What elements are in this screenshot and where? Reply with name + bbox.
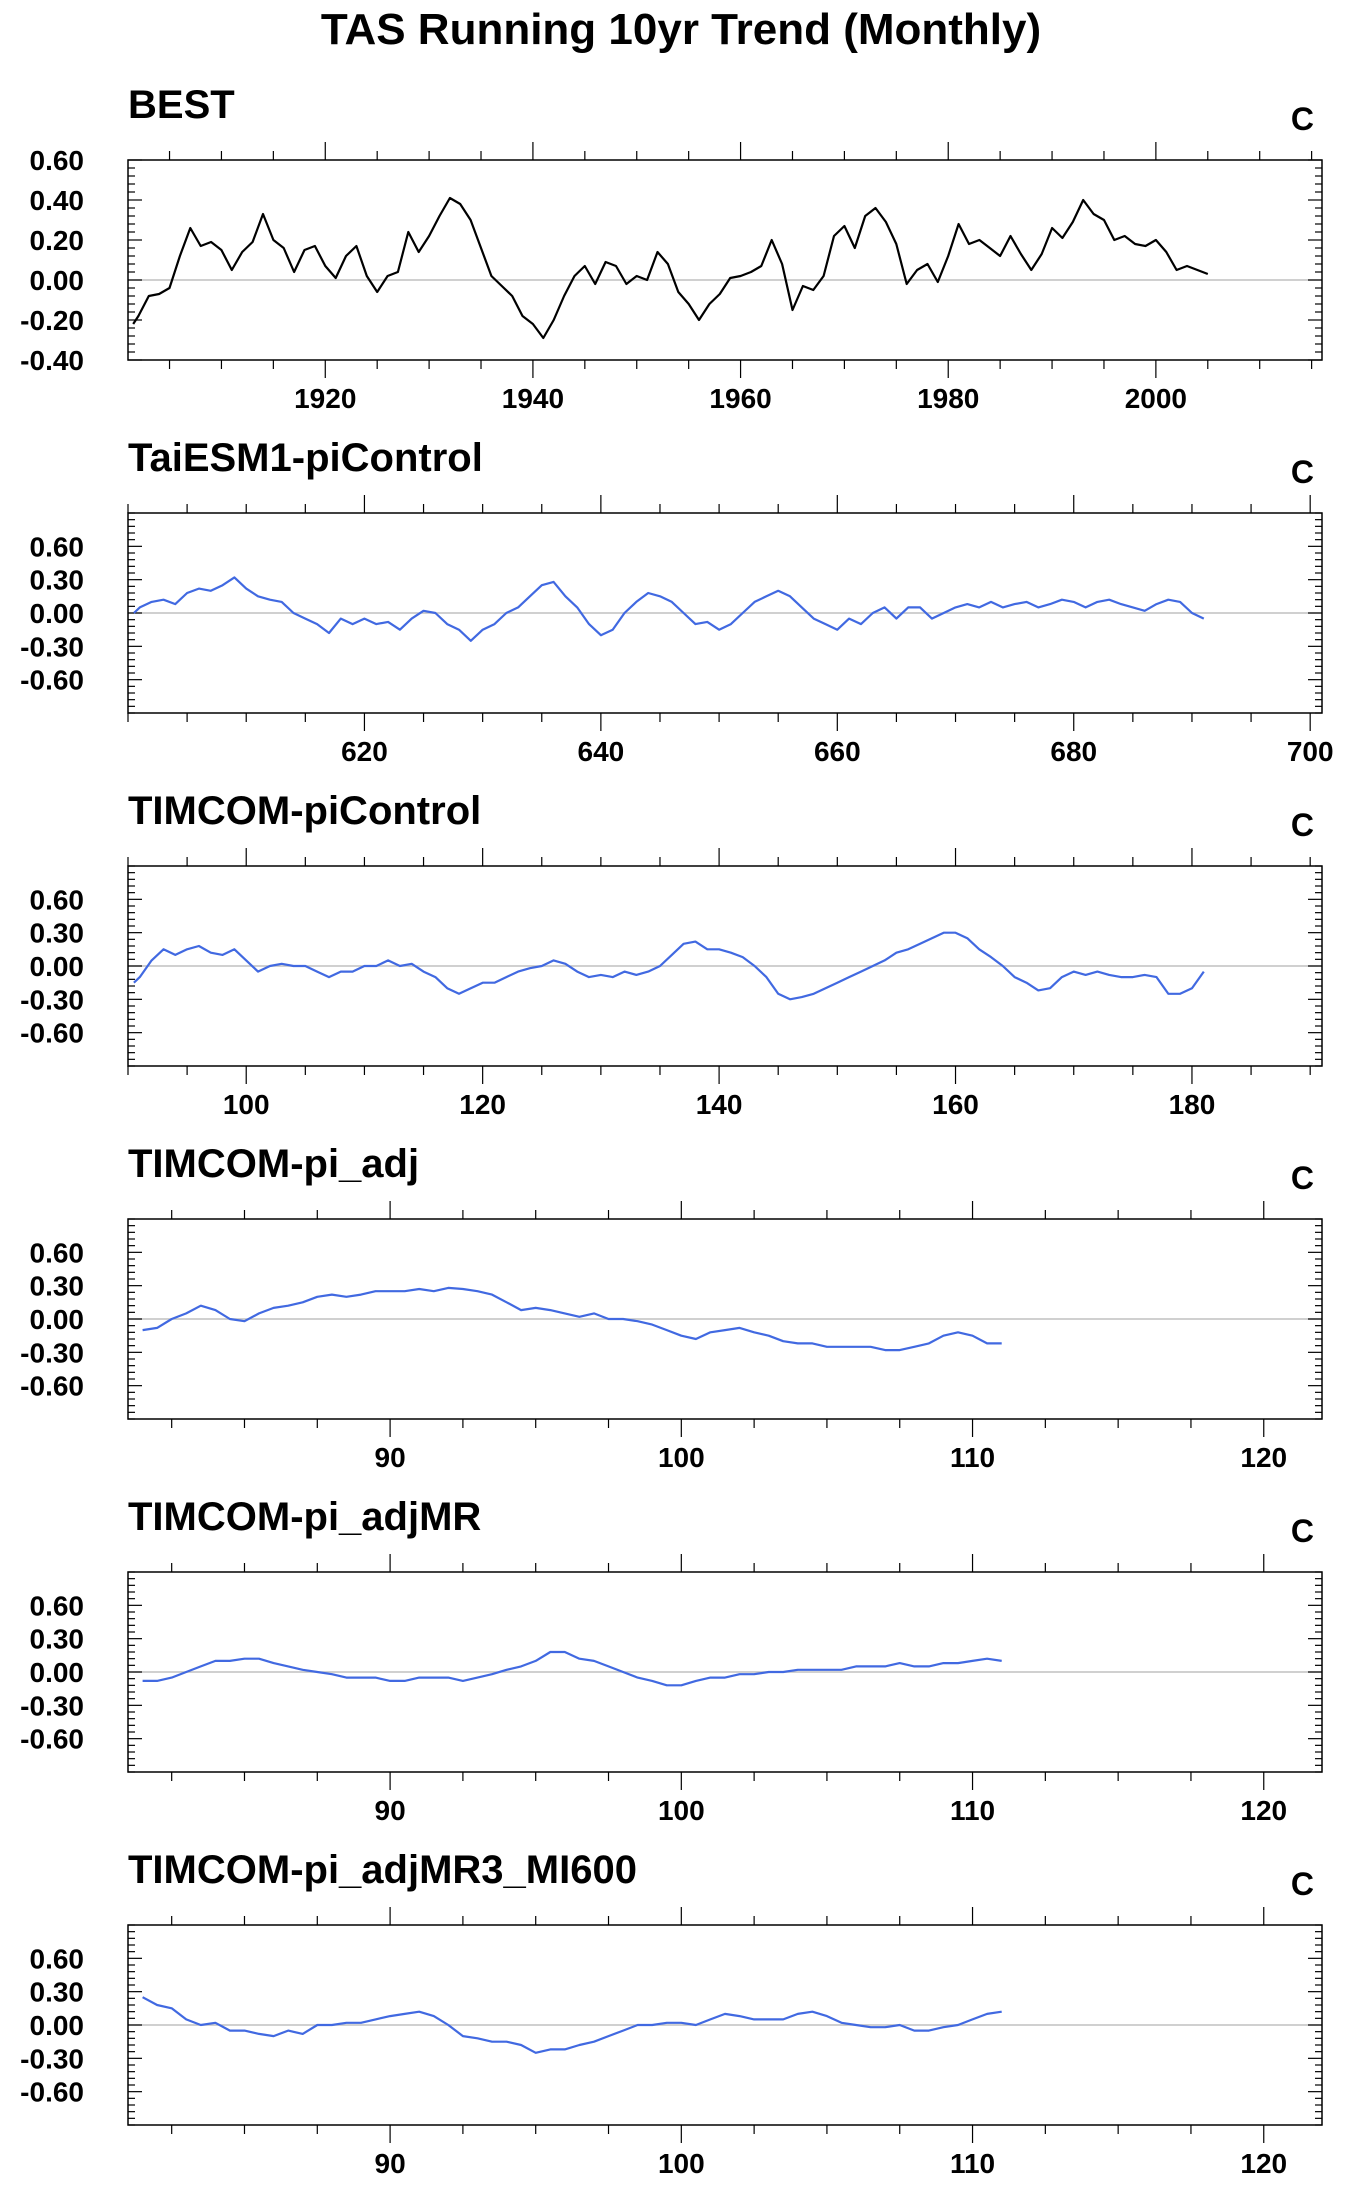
chart-panel: TIMCOM-pi_adj C -0.60-0.300.000.300.60 90 10…: [20, 1142, 1323, 1473]
series-line: [133, 576, 1205, 642]
y-tick-label: 0.00: [30, 265, 85, 296]
x-tick-label: 120: [1240, 1442, 1287, 1473]
y-tick-label: -0.30: [20, 984, 84, 1015]
y-tick-label: -0.20: [20, 305, 84, 336]
panel-title: TIMCOM-pi_adjMR: [128, 1495, 481, 1539]
y-tick-label: 0.00: [30, 2010, 85, 2041]
plot-frame: [127, 1924, 1323, 2126]
y-tick-label: 0.60: [30, 1237, 85, 1268]
plot-frame: [127, 159, 1323, 361]
x-tick-label: 120: [1240, 1795, 1287, 1826]
series-line: [142, 1286, 1002, 1352]
y-tick-label: -0.60: [20, 665, 84, 696]
plot-frame: [127, 865, 1323, 1067]
y-tick-label: 0.60: [30, 884, 85, 915]
y-tick-label: 0.30: [30, 565, 85, 596]
y-tick-label: -0.30: [20, 1690, 84, 1721]
series-line: [132, 196, 1209, 340]
x-tick-label: 100: [658, 1795, 705, 1826]
x-tick-label: 1960: [709, 383, 771, 414]
x-tick-label: 700: [1287, 736, 1334, 767]
panel-title: BEST: [128, 83, 235, 127]
figure-title: TAS Running 10yr Trend (Monthly): [320, 5, 1042, 54]
panel-title: TaiESM1-piControl: [128, 436, 483, 480]
y-tick-label: 0.00: [30, 1304, 85, 1335]
panel-unit: C: [1291, 1160, 1314, 1196]
panel-title: TIMCOM-pi_adj: [128, 1142, 419, 1186]
x-tick-label: 140: [696, 1089, 743, 1120]
plot-frame: [127, 1571, 1323, 1773]
panel-unit: C: [1291, 1513, 1314, 1549]
x-tick-label: 620: [341, 736, 388, 767]
y-tick-label: 0.60: [30, 145, 85, 176]
y-tick-label: 0.20: [30, 225, 85, 256]
chart-panel: BEST C -0.40 -0.20 0.00 0.20 0.40 0.60 1920 1940 1…: [20, 83, 1323, 414]
y-tick-label: -0.60: [20, 1018, 84, 1049]
y-tick-label: -0.60: [20, 1724, 84, 1755]
y-tick-label: -0.30: [20, 2043, 84, 2074]
y-tick-label: -0.60: [20, 1371, 84, 1402]
y-tick-label: 0.60: [30, 1943, 85, 1974]
x-tick-label: 120: [1240, 2148, 1287, 2179]
y-tick-label: 0.30: [30, 1271, 85, 1302]
x-tick-label: 120: [459, 1089, 506, 1120]
plot-frame: [127, 1218, 1323, 1420]
y-tick-label: -0.40: [20, 345, 84, 376]
x-tick-label: 110: [950, 1795, 995, 1826]
y-tick-label: -0.30: [20, 631, 84, 662]
x-tick-label: 100: [658, 2148, 705, 2179]
y-tick-label: 0.60: [30, 1590, 85, 1621]
chart-panel: TIMCOM-piControl C -0.60-0.300.000.300.60 1…: [20, 789, 1323, 1120]
x-tick-label: 1940: [502, 383, 564, 414]
x-tick-label: 100: [223, 1089, 270, 1120]
panel-unit: C: [1291, 101, 1314, 137]
y-tick-label: 0.00: [30, 951, 85, 982]
x-tick-label: 2000: [1125, 383, 1187, 414]
y-tick-label: 0.30: [30, 918, 85, 949]
x-tick-label: 90: [375, 1442, 406, 1473]
x-tick-label: 100: [658, 1442, 705, 1473]
x-tick-label: 180: [1169, 1089, 1216, 1120]
y-tick-label: -0.30: [20, 1337, 84, 1368]
chart-panel: TaiESM1-piControl C -0.60-0.300.000.300.60…: [20, 436, 1334, 767]
panel-unit: C: [1291, 454, 1314, 490]
x-tick-label: 110: [950, 1442, 995, 1473]
panel-title: TIMCOM-piControl: [128, 789, 481, 833]
panel-unit: C: [1291, 1866, 1314, 1902]
panel-title: TIMCOM-pi_adjMR3_MI600: [128, 1848, 637, 1892]
x-tick-label: 110: [950, 2148, 995, 2179]
chart-panel: TIMCOM-pi_adjMR3_MI600 C -0.60-0.300.000.3…: [20, 1848, 1323, 2179]
x-tick-label: 90: [375, 1795, 406, 1826]
plot-frame: [127, 512, 1323, 714]
y-tick-label: 0.30: [30, 1977, 85, 2008]
series-line: [142, 1996, 1002, 2054]
x-tick-label: 640: [578, 736, 625, 767]
panel-unit: C: [1291, 807, 1314, 843]
x-tick-label: 90: [375, 2148, 406, 2179]
y-tick-label: 0.00: [30, 598, 85, 629]
y-tick-label: 0.40: [30, 185, 85, 216]
y-tick-label: 0.60: [30, 531, 85, 562]
x-tick-label: 660: [814, 736, 861, 767]
chart-panel: TIMCOM-pi_adjMR C -0.60-0.300.000.300.60 90…: [20, 1495, 1323, 1826]
x-tick-label: 160: [932, 1089, 979, 1120]
series-line: [133, 931, 1205, 1001]
x-tick-label: 1980: [917, 383, 979, 414]
series-line: [142, 1650, 1002, 1687]
y-tick-label: 0.30: [30, 1624, 85, 1655]
x-tick-label: 680: [1050, 736, 1097, 767]
y-tick-label: 0.00: [30, 1657, 85, 1688]
x-tick-label: 1920: [294, 383, 356, 414]
y-tick-label: -0.60: [20, 2077, 84, 2108]
